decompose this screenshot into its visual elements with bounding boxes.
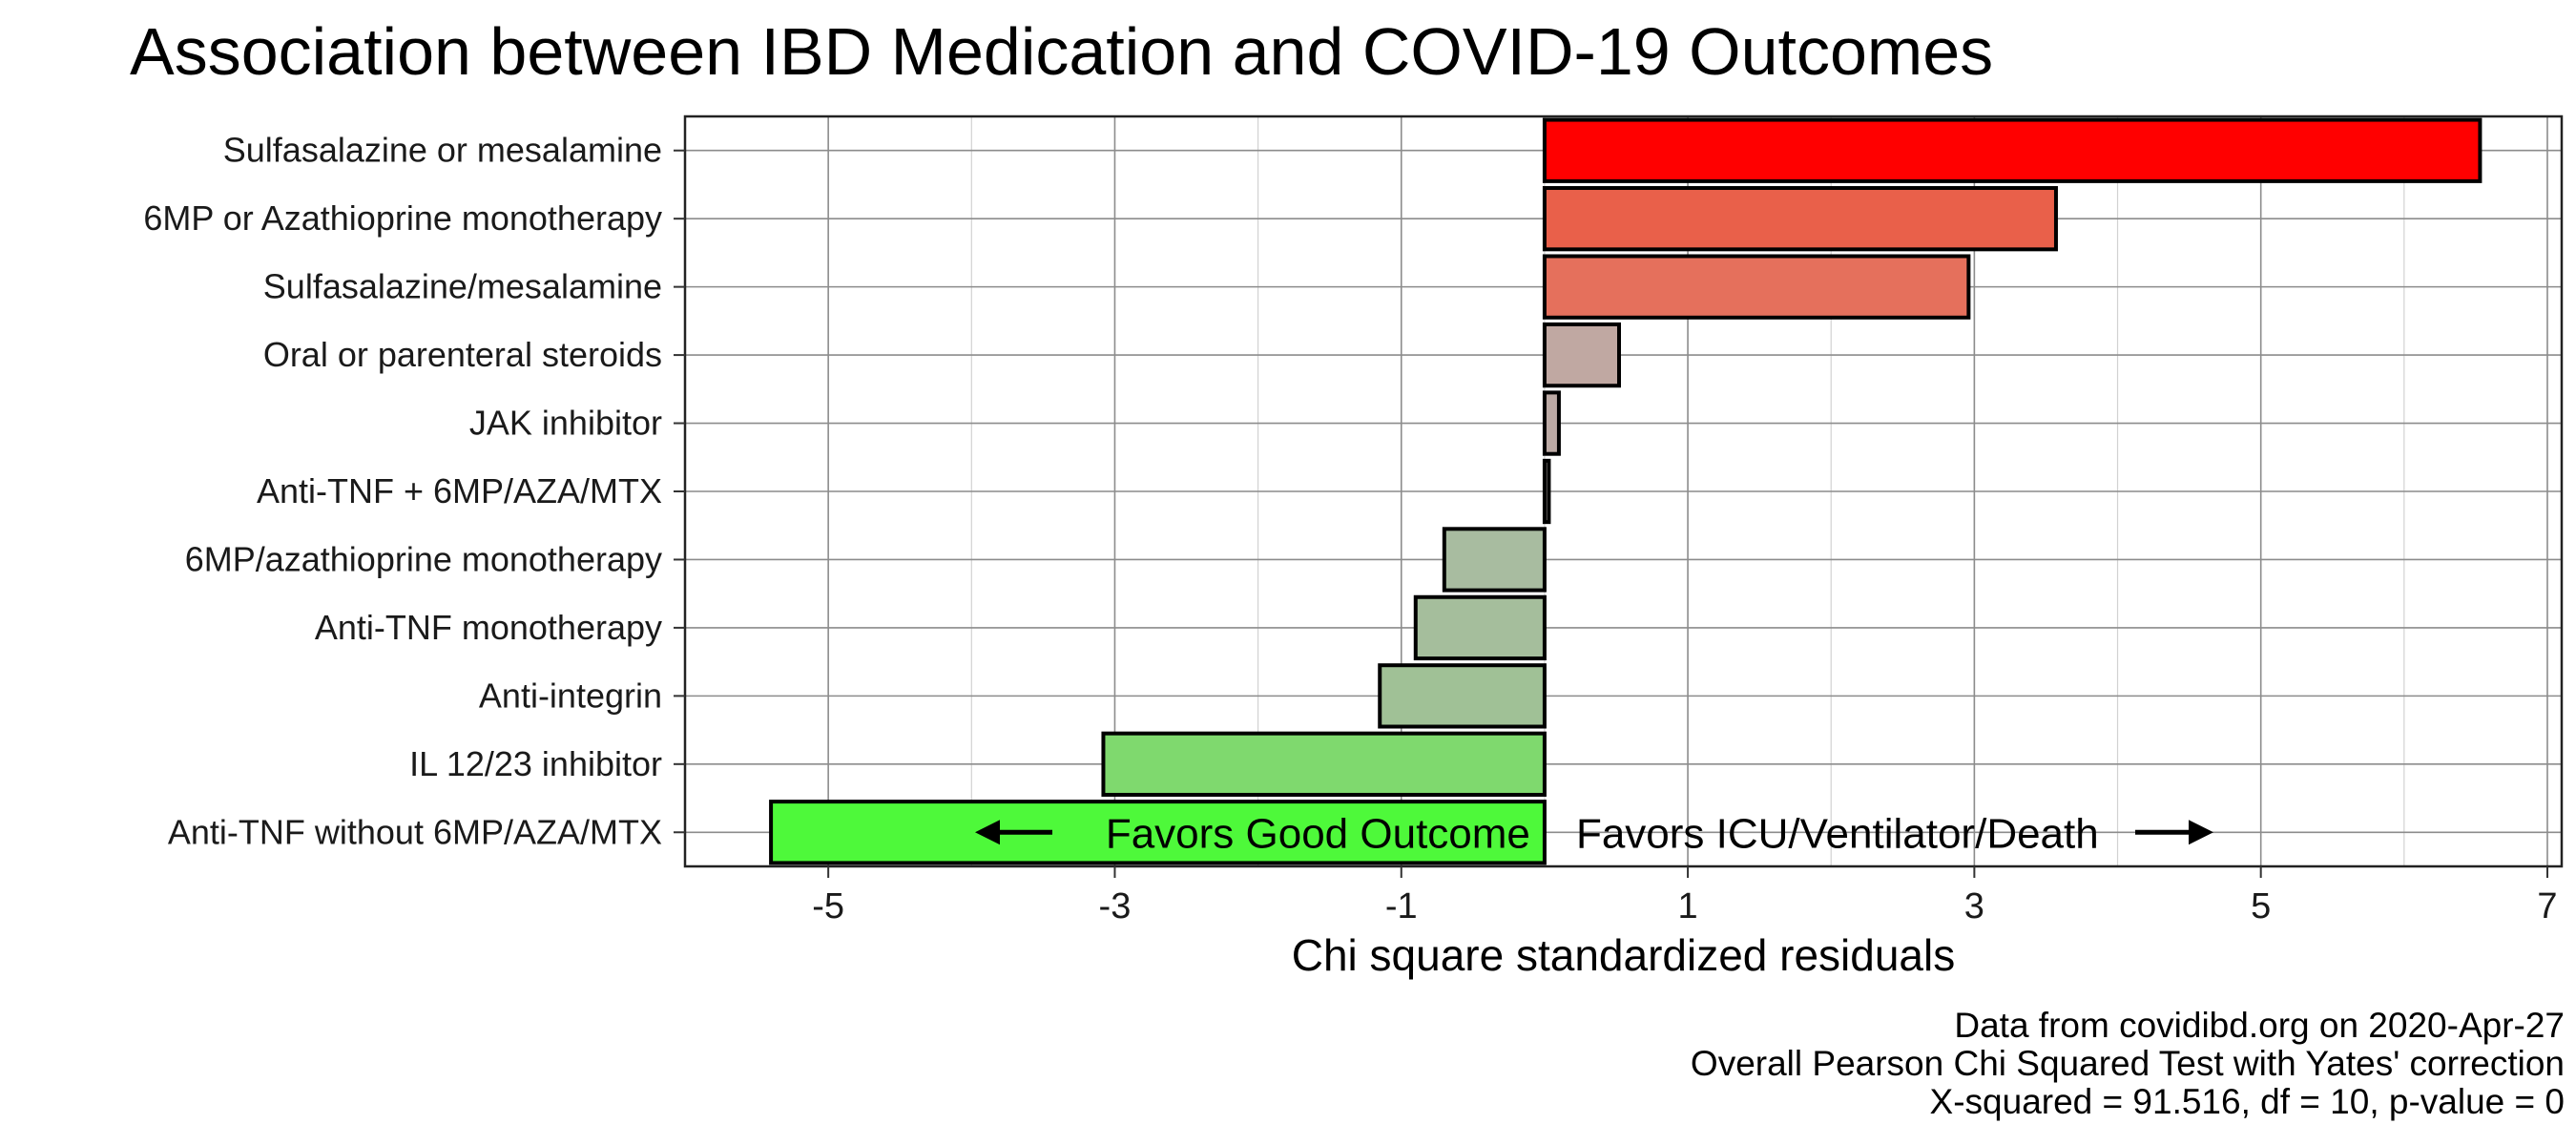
y-tick-label: Oral or parenteral steroids <box>263 335 662 374</box>
left-arrow-head <box>975 820 1000 845</box>
x-tick-label: 1 <box>1677 886 1697 926</box>
bar <box>1542 186 2058 252</box>
x-axis-title: Chi square standardized residuals <box>1292 930 1956 980</box>
bar <box>1101 731 1547 797</box>
bar <box>1542 254 1971 320</box>
y-tick-label: 6MP or Azathioprine monotherapy <box>143 198 662 238</box>
y-tick-label: Anti-TNF + 6MP/AZA/MTX <box>257 471 662 510</box>
favors-good-outcome-label: Favors Good Outcome <box>1106 810 1530 857</box>
x-tick-label: 7 <box>2537 886 2557 926</box>
x-tick-label: 3 <box>1964 886 1984 926</box>
bar <box>1542 390 1561 456</box>
x-tick-label: -5 <box>812 886 844 926</box>
y-tick-label: Anti-integrin <box>479 676 662 715</box>
x-axis: -5 -3 -1 1 3 5 7 <box>812 866 2558 926</box>
x-tick-label: -1 <box>1385 886 1418 926</box>
bar <box>1542 322 1621 388</box>
caption-line-data-source: Data from covidibd.org on 2020-Apr-27 <box>1954 1006 2565 1045</box>
chart-title: Association between IBD Medication and C… <box>130 14 1993 89</box>
y-tick-label: Sulfasalazine or mesalamine <box>223 131 662 170</box>
y-tick-label: JAK inhibitor <box>469 404 662 443</box>
y-axis: Sulfasalazine or mesalamine 6MP or Azathi… <box>143 131 685 851</box>
annotations: Favors Good Outcome Favors ICU/Ventilato… <box>975 810 2213 857</box>
grid <box>684 116 2562 866</box>
bar <box>1442 527 1547 593</box>
y-tick-label: Anti-TNF without 6MP/AZA/MTX <box>168 812 662 851</box>
bar <box>1542 458 1551 525</box>
caption: Data from covidibd.org on 2020-Apr-27 Ov… <box>1691 1006 2565 1121</box>
caption-line-test: Overall Pearson Chi Squared Test with Ya… <box>1691 1044 2565 1083</box>
favors-icu-ventilator-death-label: Favors ICU/Ventilator/Death <box>1576 810 2099 857</box>
y-tick-label: 6MP/azathioprine monotherapy <box>185 539 662 578</box>
bar <box>1542 117 2483 183</box>
x-tick-label: 5 <box>2251 886 2271 926</box>
bar <box>1378 663 1547 729</box>
right-arrow-head <box>2189 820 2213 845</box>
x-tick-label: -3 <box>1099 886 1132 926</box>
y-tick-label: Sulfasalazine/mesalamine <box>263 267 662 306</box>
bar <box>1413 594 1547 661</box>
y-tick-label: IL 12/23 inhibitor <box>409 744 662 783</box>
bar <box>769 800 1547 865</box>
bars <box>769 117 2483 865</box>
caption-line-statistics: X-squared = 91.516, df = 10, p-value = 0 <box>1930 1082 2565 1121</box>
y-tick-label: Anti-TNF monotherapy <box>315 608 662 647</box>
